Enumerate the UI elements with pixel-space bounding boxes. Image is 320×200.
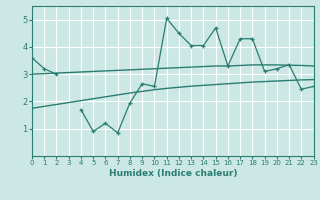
X-axis label: Humidex (Indice chaleur): Humidex (Indice chaleur) <box>108 169 237 178</box>
